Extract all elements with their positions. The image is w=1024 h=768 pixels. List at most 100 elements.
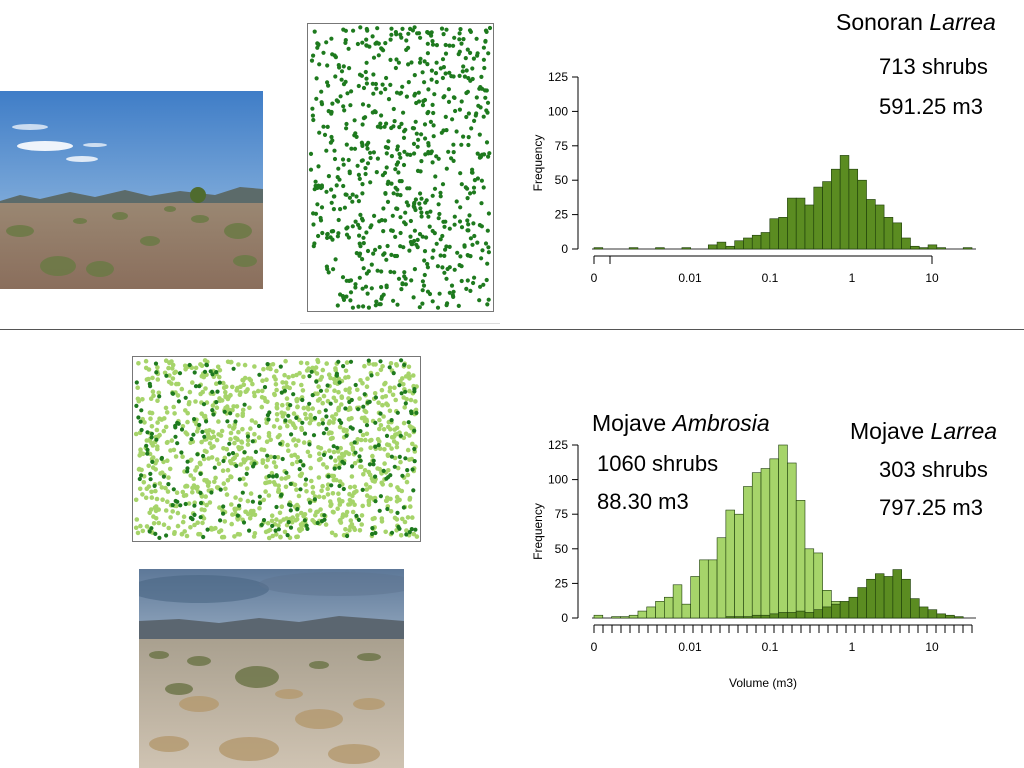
shrub-point (405, 447, 411, 453)
shrub-point (369, 262, 374, 267)
shrub-point (416, 31, 422, 36)
shrub-point (386, 442, 392, 448)
shrub-point (395, 144, 400, 149)
shrub-point (316, 42, 321, 47)
shrub-point (210, 408, 215, 413)
shrub-point (433, 174, 438, 179)
shrub-point (202, 369, 208, 374)
shrub-point (309, 369, 314, 374)
shrub-point (285, 533, 290, 538)
shrub-point (483, 95, 488, 100)
shrub-point (276, 483, 281, 488)
shrub-point (215, 389, 220, 394)
histogram-bar (892, 222, 902, 250)
shrub-point (412, 151, 417, 156)
shrub-point (442, 224, 447, 229)
shrub-point (260, 460, 266, 466)
shrub-point (394, 517, 400, 522)
shrub-point (462, 74, 467, 79)
histogram-bar (778, 612, 788, 619)
shrub-point (475, 151, 480, 156)
shrub-point (438, 194, 443, 199)
shrub-point (451, 289, 456, 294)
shrub-point (472, 275, 477, 280)
shrub-point (431, 123, 436, 128)
shrub-point (486, 211, 491, 216)
shrub-point (202, 434, 207, 439)
shrub-point (133, 431, 139, 437)
shrub-point (190, 490, 195, 495)
shrub-point (286, 375, 291, 380)
shrub-point (252, 431, 257, 437)
shrub-point (165, 499, 170, 504)
shrub-point (307, 508, 313, 513)
shrub-point (352, 502, 357, 507)
shrub-point (360, 122, 365, 127)
shrub-point (468, 236, 473, 241)
shrub-point (394, 362, 399, 367)
shrub-point (361, 266, 366, 271)
shrub-point (374, 170, 379, 175)
shrub-point (380, 173, 385, 178)
shrub-point (357, 72, 363, 77)
shrub-point (391, 298, 396, 303)
shrub-point (417, 305, 422, 310)
shrub-point (353, 282, 358, 287)
shrub-point (361, 116, 366, 121)
shrub-point (138, 419, 143, 424)
shrub-point (378, 494, 383, 499)
histogram-bar (795, 197, 806, 250)
shrub-point (391, 371, 396, 376)
shrub-point (328, 455, 333, 460)
shrub-point (359, 140, 364, 145)
shrub-point (249, 418, 255, 423)
shrub-point (370, 81, 375, 86)
shrub-point (403, 374, 409, 379)
shrub-point (386, 179, 391, 184)
shrub-point (312, 241, 317, 246)
shrub-point (408, 504, 413, 509)
shrub-point (439, 26, 445, 31)
shrub-point (247, 516, 253, 521)
shrub-point (426, 87, 431, 92)
histogram-bar (831, 168, 841, 250)
shrub-point (360, 257, 365, 262)
shrub-point (295, 404, 300, 410)
shrub-point (307, 442, 312, 447)
shrub-point (289, 432, 294, 437)
shrub-point (341, 104, 346, 109)
shrub-point (378, 367, 384, 373)
shrub-point (217, 368, 223, 373)
shrub-point (342, 461, 347, 466)
shrub-point (319, 205, 325, 210)
shrub-point (252, 531, 258, 536)
shrub-point (466, 135, 471, 140)
shrub-point (411, 488, 416, 493)
shrub-point (458, 171, 463, 176)
shrub-point (283, 476, 288, 481)
shrub-point (271, 424, 277, 429)
shrub-point (274, 532, 279, 537)
shrub-point (431, 248, 436, 253)
shrub-point (477, 132, 482, 137)
shrub-point (474, 95, 479, 100)
shrub-point (399, 121, 404, 126)
shrub-point (339, 402, 344, 407)
shrub-point (279, 476, 284, 481)
shrub-point (320, 400, 325, 406)
histogram-bar (751, 472, 762, 619)
shrub-point (396, 524, 401, 530)
shrub-point (357, 233, 362, 238)
y-tick-label: 100 (548, 473, 568, 487)
shrub-point (326, 474, 331, 479)
shrub-point (154, 496, 160, 502)
shrub-point (223, 393, 228, 399)
shrub-point (481, 57, 486, 62)
shrub-point (393, 65, 398, 71)
shrub-point (309, 417, 314, 423)
shrub-point (420, 301, 425, 306)
shrub-point (224, 492, 230, 497)
shrub-point (356, 517, 361, 522)
shrub-point (440, 57, 446, 62)
shrub-point (190, 485, 195, 491)
